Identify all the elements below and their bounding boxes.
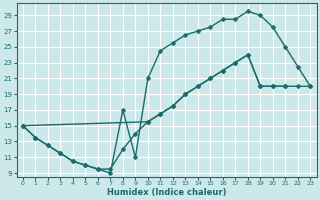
X-axis label: Humidex (Indice chaleur): Humidex (Indice chaleur) (107, 188, 226, 197)
